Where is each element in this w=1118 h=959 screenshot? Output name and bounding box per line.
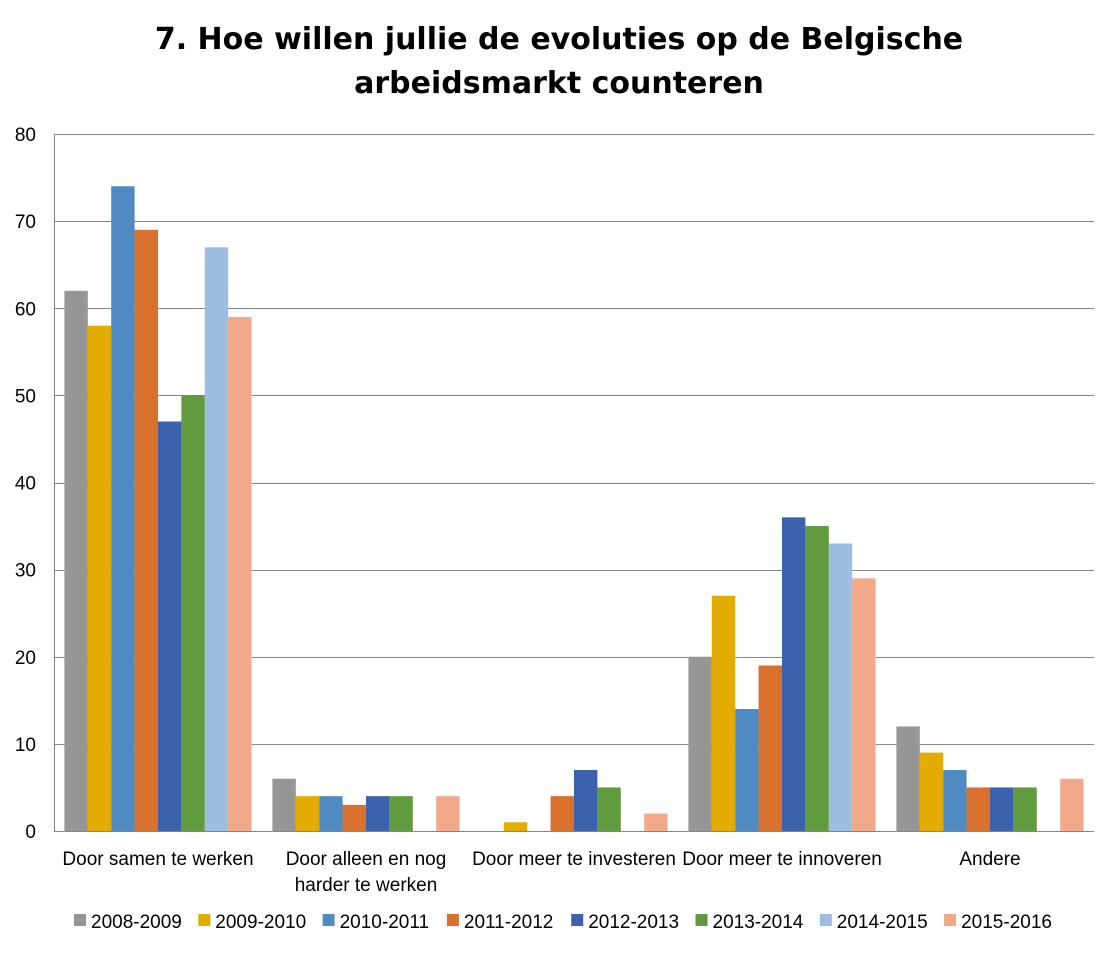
- legend-swatch: [571, 914, 584, 926]
- legend-swatch: [944, 914, 957, 926]
- y-tick-label: 80: [15, 125, 36, 146]
- bar: [204, 247, 229, 831]
- y-axis: 0 10 20 30 40 50 60 70 80: [15, 125, 55, 843]
- chart-title-line-1: 7. Hoe willen jullie de evoluties op de …: [154, 22, 964, 57]
- legend-label: 2014-2015: [837, 912, 928, 933]
- bar: [943, 770, 967, 831]
- y-tick-label: 20: [15, 648, 36, 669]
- bar: [852, 578, 876, 831]
- legend-label: 2011-2012: [464, 912, 553, 933]
- bar: [503, 822, 528, 831]
- bar: [574, 770, 598, 831]
- y-tick-label: 60: [15, 299, 36, 320]
- legend-label: 2013-2014: [713, 912, 804, 933]
- bar: [688, 656, 712, 831]
- bar: [342, 804, 366, 831]
- y-tick-label: 0: [25, 822, 36, 843]
- y-tick-label: 70: [15, 212, 36, 233]
- bar: [990, 787, 1014, 831]
- y-tick-label: 50: [15, 386, 36, 407]
- bar: [366, 796, 390, 831]
- bar: [64, 290, 88, 831]
- legend: 2008-2009 2009-2010 2010-2011 2011-2012 2012…: [74, 912, 1052, 933]
- x-category-label: Door alleen en nog: [286, 849, 447, 870]
- legend-label: 2015-2016: [961, 912, 1052, 933]
- bar: [228, 316, 252, 831]
- bar: [711, 595, 736, 831]
- bar: [295, 796, 320, 831]
- bar: [87, 325, 112, 831]
- x-category-label: Door meer te innoveren: [682, 849, 882, 870]
- bar: [436, 796, 460, 831]
- bar: [782, 517, 806, 831]
- legend-swatch: [819, 914, 832, 926]
- y-tick-label: 30: [15, 561, 36, 582]
- legend-label: 2012-2013: [588, 912, 679, 933]
- legend-label: 2010-2011: [340, 912, 429, 933]
- bar: [896, 726, 920, 831]
- x-category-label: Door samen te werken: [62, 849, 253, 870]
- bar: [1013, 787, 1037, 831]
- bar: [966, 787, 990, 831]
- bars: [64, 186, 1084, 831]
- bar: [319, 796, 343, 831]
- bar: [758, 665, 782, 831]
- legend-swatch: [446, 914, 459, 926]
- y-tick-label: 40: [15, 474, 36, 495]
- bar: [550, 796, 574, 831]
- bar: [805, 526, 829, 831]
- legend-swatch: [74, 914, 86, 926]
- legend-swatch: [322, 914, 335, 926]
- legend-swatch: [198, 914, 211, 926]
- bar: [735, 709, 759, 831]
- bar: [181, 395, 205, 831]
- bar: [134, 229, 158, 831]
- x-category-label: Andere: [959, 849, 1020, 870]
- bar: [644, 813, 668, 831]
- bar: [1060, 778, 1084, 831]
- legend-swatch: [695, 914, 708, 926]
- bar: [389, 796, 413, 831]
- y-tick-label: 10: [15, 735, 36, 756]
- bar: [919, 752, 944, 831]
- x-category-label: Door meer te investeren: [472, 849, 676, 870]
- bar: [597, 787, 621, 831]
- legend-label: 2009-2010: [215, 912, 306, 933]
- bar: [158, 421, 182, 831]
- bar: [272, 778, 296, 831]
- legend-label: 2008-2009: [91, 912, 182, 933]
- chart-title-line-2: arbeidsmarkt counteren: [354, 66, 764, 101]
- bar: [111, 186, 135, 831]
- x-category-label: harder te werken: [295, 875, 438, 896]
- bar: [828, 543, 853, 831]
- chart-title: 7. Hoe willen jullie de evoluties op de …: [0, 18, 1118, 106]
- x-axis: Door samen te werken Door alleen en nog ha…: [62, 849, 1020, 896]
